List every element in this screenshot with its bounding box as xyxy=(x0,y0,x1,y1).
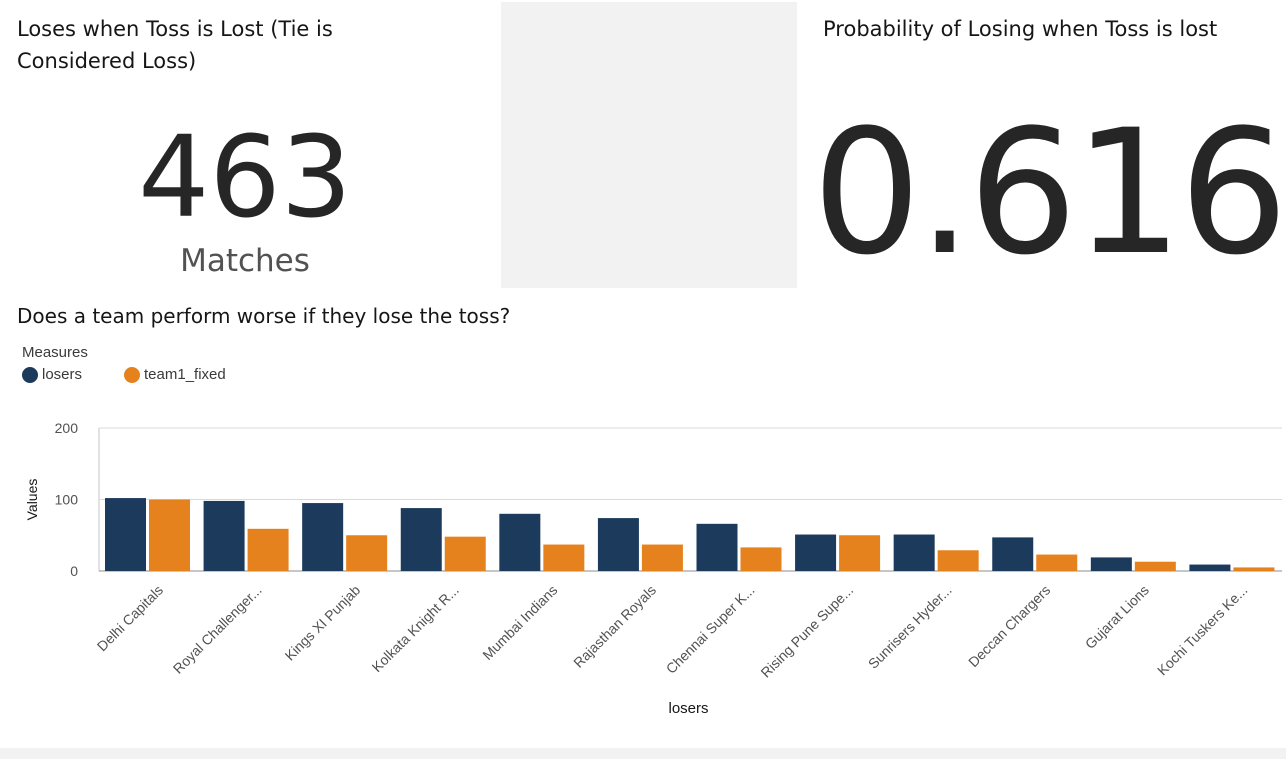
bar-losers xyxy=(400,508,442,571)
legend-swatch xyxy=(22,366,38,383)
empty-panel xyxy=(501,2,797,288)
y-tick-label: 100 xyxy=(55,492,79,508)
x-tick-label: Chennai Super K... xyxy=(663,582,758,677)
bar-losers xyxy=(1090,557,1132,571)
x-tick-label: Mumbai Indians xyxy=(479,582,560,663)
card-title-losses: Loses when Toss is Lost (Tie is Consider… xyxy=(17,17,333,73)
legend-items: losers team1_fixed xyxy=(22,366,268,383)
x-tick-label: Sunrisers Hyder... xyxy=(865,582,955,672)
legend-item-losers[interactable]: losers xyxy=(22,366,82,383)
legend-label: losers xyxy=(42,366,83,383)
bar-losers xyxy=(597,518,639,571)
bar-team1-fixed xyxy=(543,544,585,571)
bar-team1-fixed xyxy=(1036,554,1078,571)
bar-losers xyxy=(893,534,935,571)
bar-team1-fixed xyxy=(937,550,979,571)
legend-swatch xyxy=(124,366,141,383)
bar-chart: 0 100 200 Values Delhi Capitals Royal Challen… xyxy=(24,420,1282,717)
probability-value-frame: 0.616 xyxy=(812,95,1286,270)
x-tick-label: Gujarat Lions xyxy=(1082,582,1152,652)
y-tick-label: 200 xyxy=(55,420,79,436)
probability-value: 0.616 xyxy=(812,95,1286,270)
bar-losers xyxy=(105,498,146,571)
bar-losers xyxy=(203,500,245,571)
bar-losers xyxy=(696,523,738,571)
bar-team1-fixed xyxy=(1233,567,1275,571)
y-axis-label: Values xyxy=(24,479,40,521)
bar-losers xyxy=(992,537,1034,571)
x-tick-label: Deccan Chargers xyxy=(965,582,1053,670)
x-tick-label: Rajasthan Royals xyxy=(570,582,659,671)
x-tick-label: Royal Challenger... xyxy=(170,582,265,677)
x-tick-label: Kings XI Punjab xyxy=(282,582,364,664)
x-tick-label: Delhi Capitals xyxy=(94,582,166,654)
legend-item-team1-fixed[interactable]: team1_fixed xyxy=(124,366,226,383)
bar-losers xyxy=(1189,564,1231,571)
x-axis-label: losers xyxy=(668,700,708,717)
x-tick-label: Kolkata Knight R... xyxy=(369,582,462,675)
bar-team1-fixed xyxy=(1134,561,1176,571)
losses-count-unit: Matches xyxy=(180,243,310,279)
bar-team1-fixed xyxy=(444,536,486,571)
bar-team1-fixed xyxy=(149,499,190,571)
legend-title: Measures xyxy=(22,344,88,361)
legend-label: team1_fixed xyxy=(144,366,226,383)
x-tick-label: Kochi Tuskers Ke... xyxy=(1154,582,1251,679)
chart-title: Does a team perform worse if they lose t… xyxy=(17,304,511,328)
bar-losers xyxy=(499,513,541,571)
bar-team1-fixed xyxy=(740,547,782,571)
bar-losers xyxy=(302,503,344,571)
y-tick-label: 0 xyxy=(70,563,78,579)
chart-legend: Measures losers team1_fixed xyxy=(22,343,268,383)
bar-team1-fixed xyxy=(247,528,289,571)
bar-team1-fixed xyxy=(641,544,683,571)
bar-team1-fixed xyxy=(346,535,388,571)
card-title-probability: Probability of Losing when Toss is lost xyxy=(823,17,1218,41)
bar-team1-fixed xyxy=(839,535,881,571)
bar-losers xyxy=(795,534,837,571)
losses-count-value: 463 xyxy=(138,113,352,243)
bottom-bar xyxy=(0,748,1286,759)
x-tick-label: Rising Pune Supe... xyxy=(757,582,856,681)
